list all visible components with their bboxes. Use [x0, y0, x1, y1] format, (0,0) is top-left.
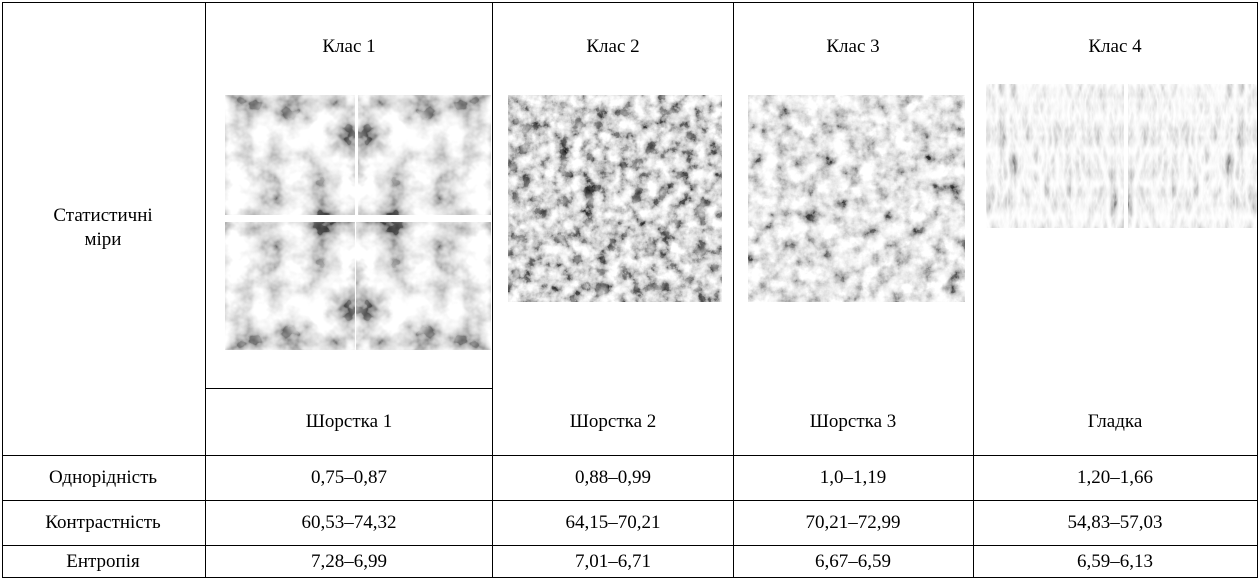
rule — [2, 545, 1258, 546]
rule — [205, 2, 206, 578]
cell-value: 70,21–72,99 — [805, 512, 901, 533]
rule — [973, 2, 974, 578]
cell-value: 6,67–6,59 — [815, 551, 891, 572]
rule — [2, 2, 1258, 3]
rule — [1257, 2, 1258, 578]
class-header: Клас 1 — [322, 36, 376, 57]
rule — [2, 455, 1258, 456]
texture-image — [1128, 84, 1257, 228]
texture-image — [225, 222, 355, 350]
cell-value: 6,59–6,13 — [1077, 551, 1153, 572]
rule — [2, 577, 1258, 578]
rule — [205, 388, 493, 389]
texture-image — [986, 84, 1124, 228]
cell-value: 1,0–1,19 — [819, 467, 887, 488]
texture-image — [508, 95, 722, 302]
texture-image — [748, 95, 965, 302]
cell-value: 7,01–6,71 — [575, 551, 651, 572]
row-header: Статистичні міри — [53, 205, 153, 250]
cell-value: 60,53–74,32 — [301, 512, 397, 533]
class-header: Клас 2 — [586, 36, 640, 57]
texture-image — [356, 222, 491, 350]
row-label: Контрастність — [45, 512, 161, 533]
class-header: Клас 3 — [826, 36, 880, 57]
surface-label: Шорстка 1 — [305, 411, 393, 432]
cell-value: 7,28–6,99 — [311, 551, 387, 572]
row-label: Ентропія — [66, 551, 140, 572]
texture-image — [358, 95, 491, 215]
class-header: Клас 4 — [1088, 36, 1142, 57]
surface-label: Гладка — [1087, 411, 1143, 432]
cell-value: 0,88–0,99 — [575, 467, 651, 488]
surface-label: Шорстка 3 — [809, 411, 897, 432]
row-label: Однорідність — [48, 467, 158, 488]
cell-value: 54,83–57,03 — [1067, 512, 1163, 533]
texture-image — [225, 95, 355, 215]
surface-label: Шорстка 2 — [569, 411, 657, 432]
cell-value: 1,20–1,66 — [1077, 467, 1153, 488]
rule — [492, 2, 493, 578]
cell-value: 0,75–0,87 — [311, 467, 387, 488]
rule — [2, 500, 1258, 501]
cell-value: 64,15–70,21 — [565, 512, 661, 533]
rule — [733, 2, 734, 578]
rule — [2, 2, 3, 578]
